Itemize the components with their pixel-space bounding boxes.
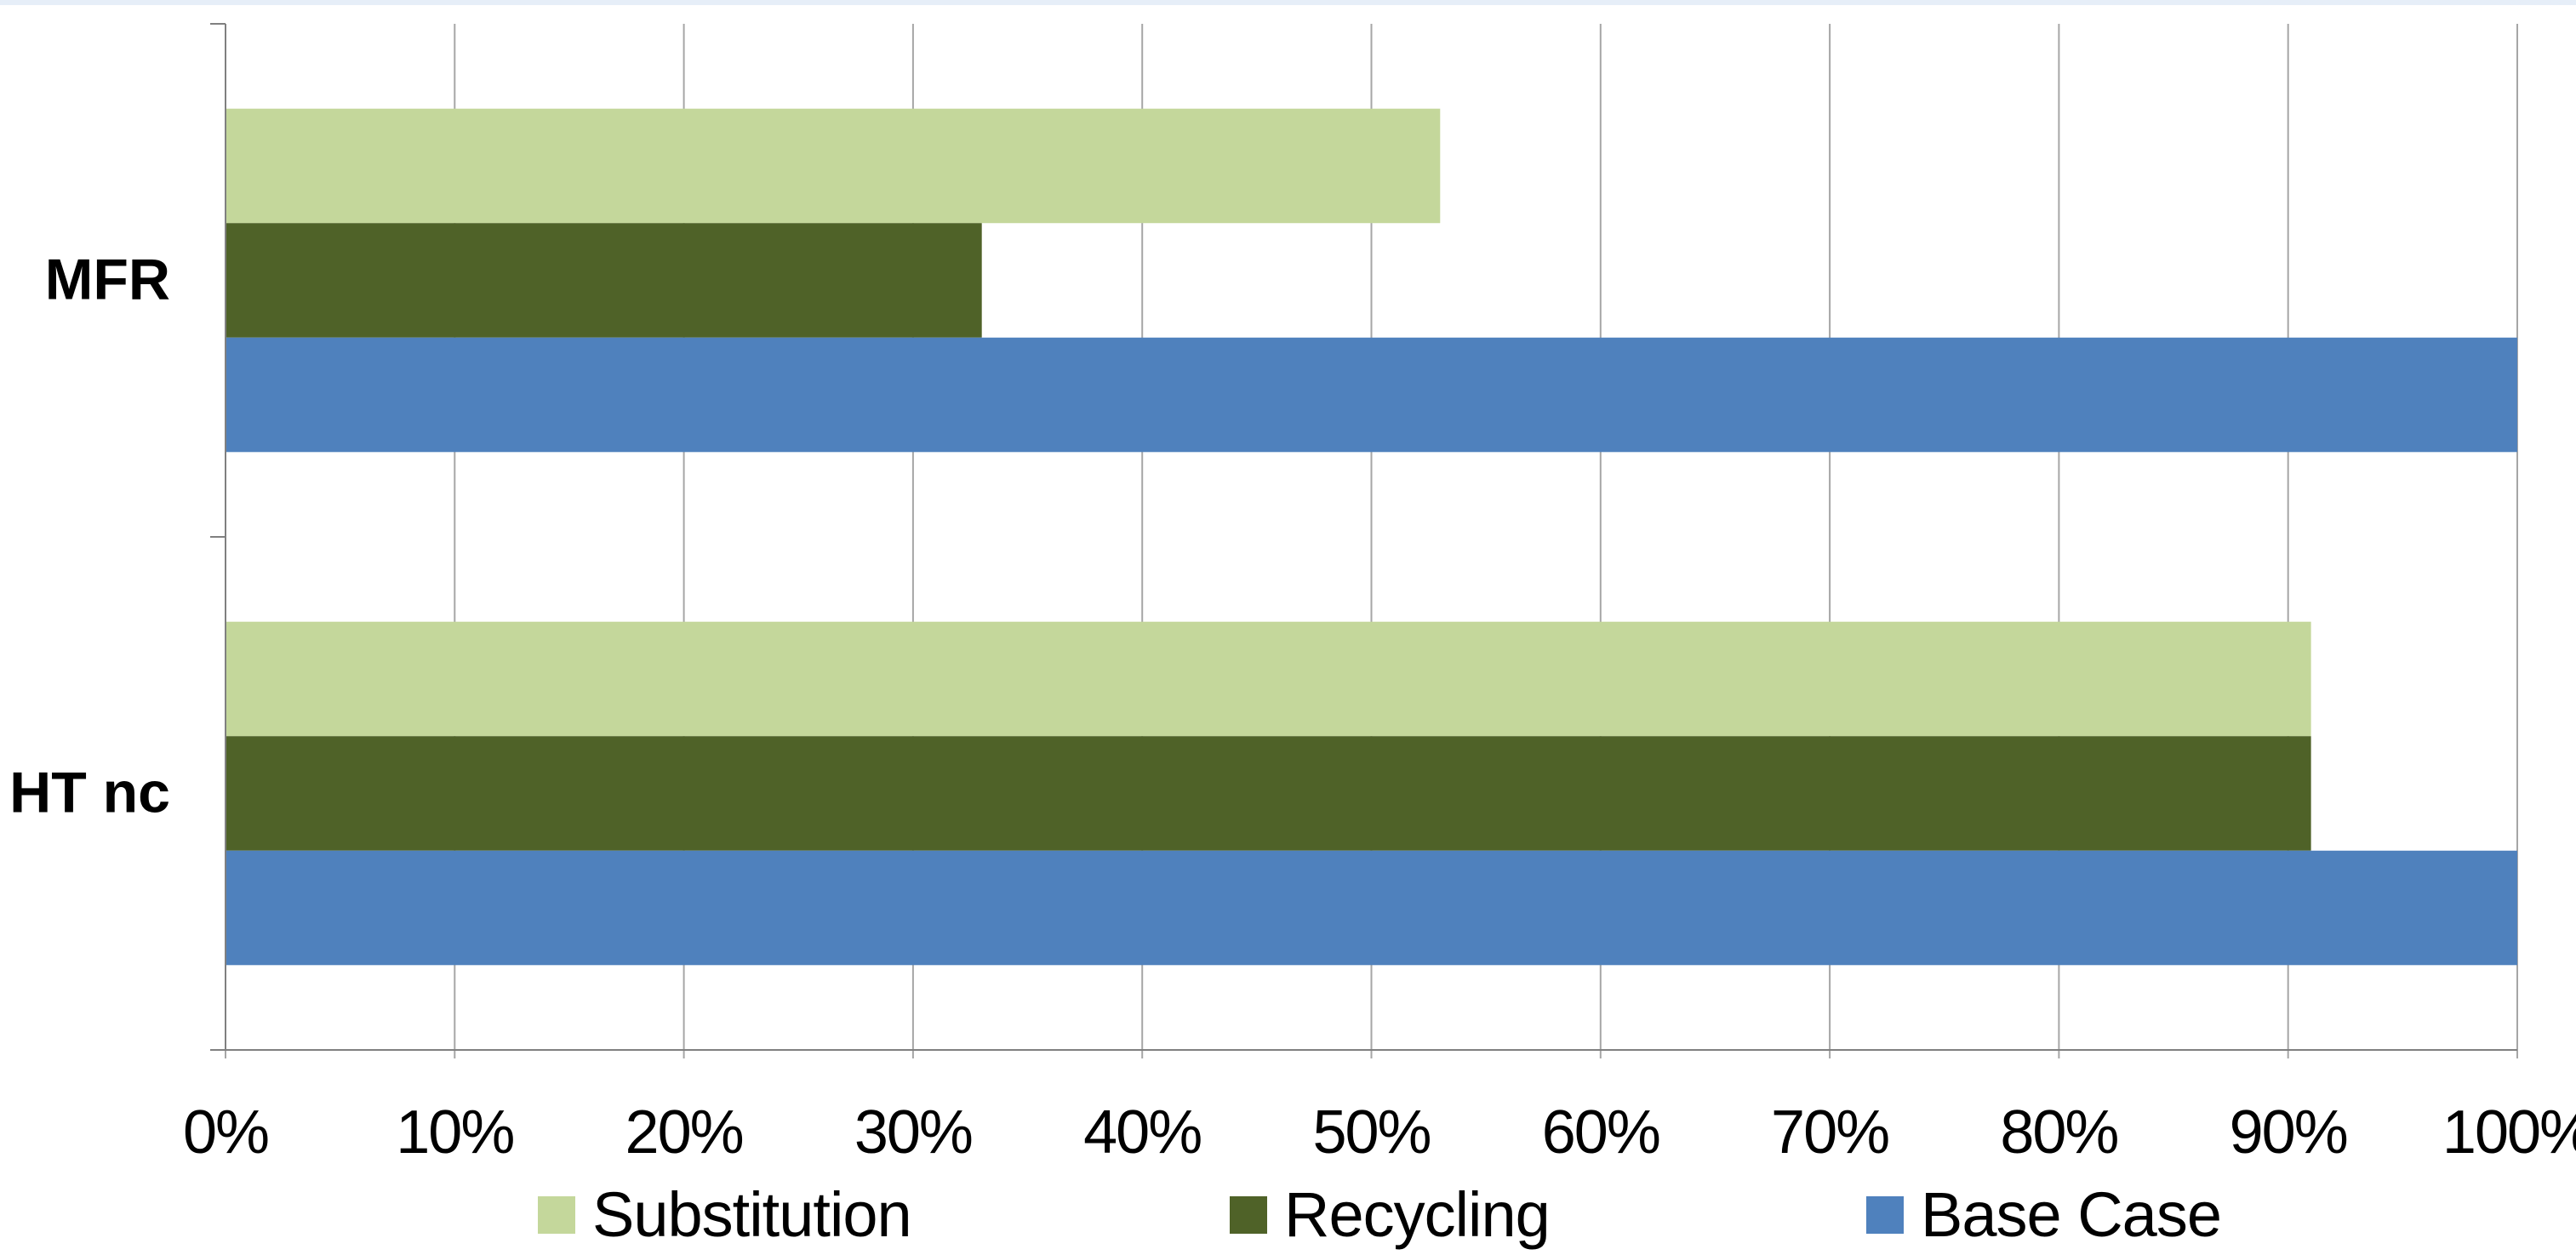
legend-item: Recycling	[1230, 1174, 1551, 1255]
x-tick-label: 20%	[625, 1098, 743, 1167]
bar-base-case	[226, 337, 2517, 453]
x-tick-label: 0%	[183, 1098, 268, 1167]
bar-base-case	[226, 850, 2517, 966]
x-tick-label: 100%	[2442, 1098, 2576, 1167]
x-tick-label: 60%	[1542, 1098, 1659, 1167]
x-tick-label: 10%	[396, 1098, 513, 1167]
legend-swatch	[538, 1195, 575, 1234]
legend: Substitution Recycling Base Case	[0, 1174, 2576, 1255]
legend-swatch	[1866, 1195, 1904, 1234]
legend-label: Substitution	[592, 1178, 912, 1250]
legend-label: Base Case	[1921, 1178, 2222, 1250]
x-tick-label: 50%	[1312, 1098, 1430, 1167]
x-tick-label: 80%	[2000, 1098, 2117, 1167]
legend-swatch	[1230, 1195, 1267, 1234]
legend-label: Recycling	[1284, 1178, 1551, 1250]
top-border	[0, 0, 2576, 5]
x-tick-label: 90%	[2230, 1098, 2347, 1167]
bar-substitution	[226, 108, 1441, 224]
bar-substitution	[226, 621, 2311, 737]
x-tick-label: 30%	[854, 1098, 972, 1167]
x-tick-label: 40%	[1083, 1098, 1201, 1167]
x-tick-label: 70%	[1771, 1098, 1888, 1167]
legend-item: Substitution	[538, 1174, 912, 1255]
plot-area: MFR HT nc 0% 10% 20% 30% 40% 50% 60% 70% 80% 90% 100…	[9, 23, 2576, 1167]
bar-recycling	[226, 736, 2311, 851]
category-label: HT nc	[9, 761, 170, 825]
category-label: MFR	[45, 248, 170, 312]
bar-recycling	[226, 223, 982, 338]
legend-item: Base Case	[1866, 1174, 2222, 1255]
